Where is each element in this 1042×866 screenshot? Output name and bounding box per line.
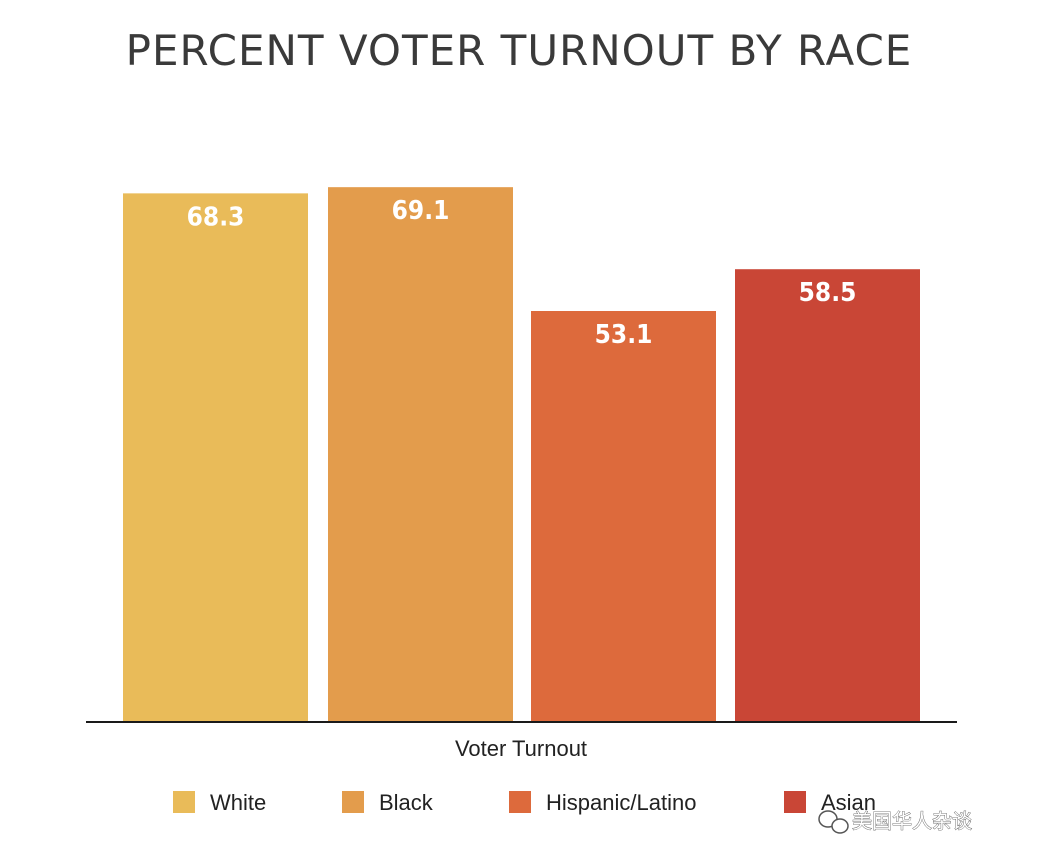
bar-black xyxy=(328,187,513,722)
bar-value-label: 69.1 xyxy=(392,196,450,226)
legend: White Black Hispanic/Latino Asian xyxy=(173,790,876,815)
legend-swatch xyxy=(784,791,806,813)
legend-label: Black xyxy=(379,790,434,815)
chart-title: PERCENT VOTER TURNOUT BY RACE xyxy=(126,26,913,75)
legend-swatch xyxy=(342,791,364,813)
legend-swatch xyxy=(509,791,531,813)
watermark: 美国华人杂谈 xyxy=(818,809,972,834)
x-axis-label: Voter Turnout xyxy=(455,736,587,761)
bar-hispanic-latino xyxy=(531,311,716,722)
bar-asian xyxy=(735,269,920,722)
legend-label: Hispanic/Latino xyxy=(546,790,696,815)
bar-value-label: 68.3 xyxy=(187,202,245,232)
bar-value-label: 53.1 xyxy=(595,320,653,350)
watermark-text: 美国华人杂谈 xyxy=(852,809,972,833)
wechat-icon xyxy=(818,810,849,834)
bars-group: 68.3 69.1 53.1 58.5 xyxy=(123,187,920,722)
bar-value-label: 58.5 xyxy=(799,278,857,308)
legend-swatch xyxy=(173,791,195,813)
bar-white xyxy=(123,193,308,722)
legend-label: White xyxy=(210,790,266,815)
